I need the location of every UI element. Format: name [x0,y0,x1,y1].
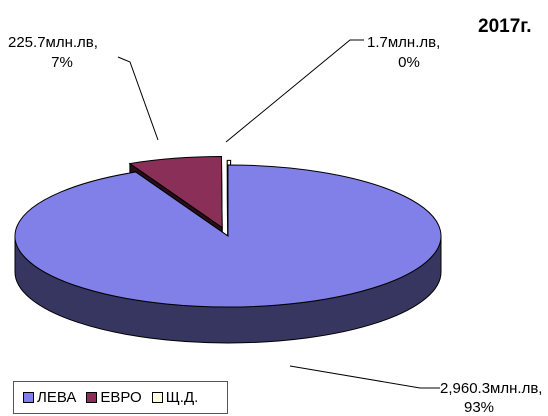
slice-value-label-evro: 225.7млн.лв, [8,34,98,51]
leader-line-leva [289,365,440,389]
legend-swatch-leva [23,392,34,403]
chart-title: 2017г. [478,16,532,37]
legend-label-shd: Щ.Д. [165,389,199,406]
pie-slices [14,156,442,344]
slice-percent-label-leva: 93% [464,399,494,416]
slice-top-leva [14,164,442,308]
legend-swatch-shd [151,392,163,403]
leader-line-evro [117,56,159,141]
slice-percent-label-shd: 0% [398,54,420,71]
slice-value-label-leva: 2,960.3млн.лв, [440,380,542,397]
leader-line-shd [225,39,364,143]
slice-percent-label-evro: 7% [51,54,73,71]
legend-item-shd: Щ.Д. [151,389,199,406]
chart-legend: ЛЕВА ЕВРО Щ.Д. [13,381,228,414]
leader-lines [117,39,440,389]
slice-top-evro [128,156,223,229]
legend-item-leva: ЛЕВА [23,389,76,406]
legend-swatch-evro [86,392,98,403]
legend-label-evro: ЕВРО [100,389,142,406]
legend-label-leva: ЛЕВА [37,389,77,406]
slice-value-label-shd: 1.7млн.лв, [367,34,440,51]
legend-item-evro: ЕВРО [86,389,142,406]
